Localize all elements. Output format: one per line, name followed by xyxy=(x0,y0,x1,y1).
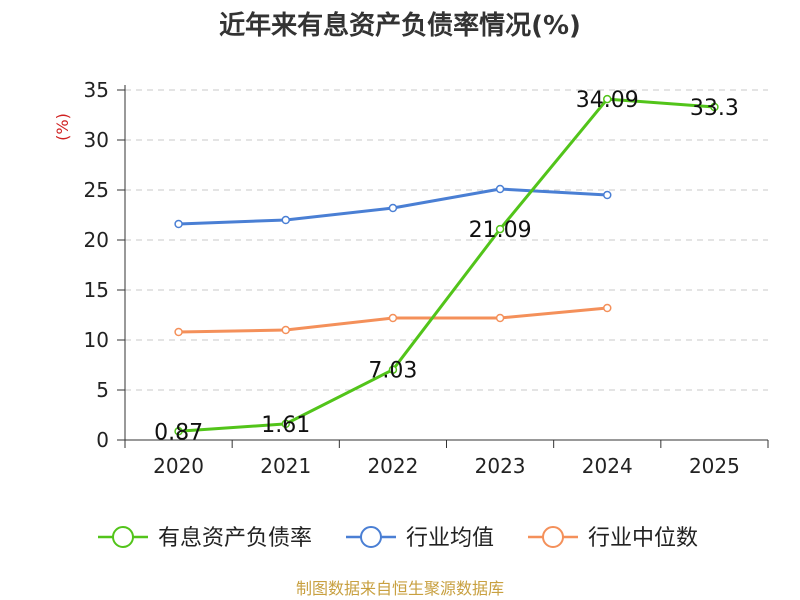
y-tick-label: 15 xyxy=(84,278,109,302)
y-tick-label: 5 xyxy=(96,378,109,402)
y-tick-label: 30 xyxy=(84,128,109,152)
legend-marker xyxy=(360,526,382,548)
x-tick-label: 2025 xyxy=(689,454,740,478)
data-label: 34.09 xyxy=(576,88,639,113)
legend-label: 行业中位数 xyxy=(588,526,698,551)
axes xyxy=(124,85,768,441)
y-axis-label: (%) xyxy=(53,113,72,141)
data-point xyxy=(388,365,398,374)
y-tick-label: 0 xyxy=(96,428,109,452)
y-tick-label: 20 xyxy=(84,228,109,252)
legend-marker xyxy=(112,526,134,548)
y-tick-label: 10 xyxy=(84,328,109,352)
data-point xyxy=(495,313,505,323)
x-tick-label: 2020 xyxy=(153,454,204,478)
data-point xyxy=(710,102,719,112)
data-label: 21.09 xyxy=(469,218,532,243)
data-label: 0.87 xyxy=(154,420,203,445)
data-point xyxy=(281,325,290,335)
legend-marker xyxy=(542,526,564,548)
x-tick-label: 2024 xyxy=(582,454,633,478)
data-point xyxy=(388,313,398,323)
data-labels: 0.87 1.61 7.03 21.09 34.09 33.3 xyxy=(154,88,739,445)
data-point xyxy=(281,419,290,429)
data-label: 7.03 xyxy=(368,359,417,384)
data-point xyxy=(603,303,612,313)
y-tick-label: 35 xyxy=(84,78,109,102)
series-group xyxy=(174,94,719,436)
data-point xyxy=(495,224,505,234)
y-tick-label: 25 xyxy=(84,178,109,202)
x-tick-label: 2023 xyxy=(475,454,526,478)
data-point xyxy=(495,184,505,194)
data-point xyxy=(281,215,290,225)
legend: 有息资产负债率 行业均值 行业中位数 xyxy=(98,526,698,551)
legend-label: 有息资产负债率 xyxy=(158,526,312,551)
x-tick-label: 2022 xyxy=(367,454,418,478)
source-note: 制图数据来自恒生聚源数据库 xyxy=(296,579,504,598)
y-axis-ticks: 0 5 10 15 20 25 30 35 xyxy=(84,78,125,452)
chart-title: 近年来有息资产负债率情况(%) xyxy=(219,10,581,41)
series-line xyxy=(178,97,715,433)
legend-label: 行业均值 xyxy=(406,526,494,551)
x-axis-ticks: 2020 2021 2022 2023 2024 2025 xyxy=(124,440,769,478)
grid-lines xyxy=(125,89,768,391)
data-point xyxy=(174,427,183,436)
data-point xyxy=(603,94,612,104)
data-point xyxy=(174,327,183,337)
data-label: 33.3 xyxy=(690,96,739,121)
data-point xyxy=(174,219,183,229)
data-point xyxy=(603,190,612,200)
data-point xyxy=(388,203,398,213)
data-label: 1.61 xyxy=(261,413,310,438)
x-tick-label: 2021 xyxy=(260,454,311,478)
